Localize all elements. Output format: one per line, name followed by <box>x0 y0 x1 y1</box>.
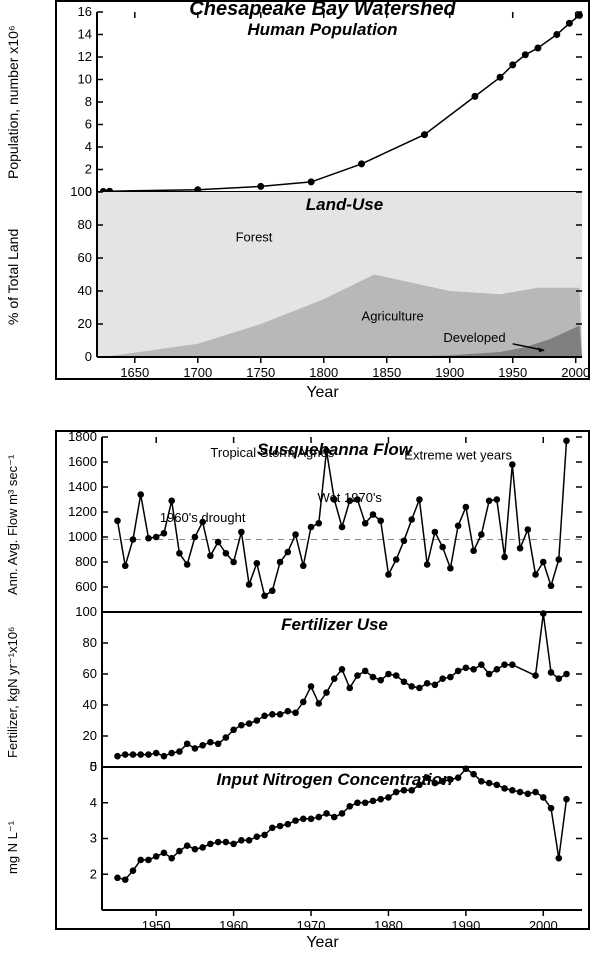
svg-text:Fertilizer Use: Fertilizer Use <box>281 615 388 634</box>
svg-text:2: 2 <box>90 866 97 881</box>
svg-text:Input Nitrogen Concentration: Input Nitrogen Concentration <box>216 770 452 789</box>
population-ylabel: Population, number x10⁶ <box>5 12 21 192</box>
svg-text:4: 4 <box>85 139 92 154</box>
svg-text:1960's drought: 1960's drought <box>160 510 246 525</box>
svg-text:600: 600 <box>75 579 97 594</box>
svg-text:1800: 1800 <box>309 365 338 380</box>
svg-text:1750: 1750 <box>246 365 275 380</box>
svg-text:1990: 1990 <box>451 918 480 932</box>
block1: Chesapeake Bay Watershed Human Populatio… <box>55 0 590 380</box>
flow-ylabel: Ann. Avg. Flow m³ sec⁻¹ <box>5 437 20 612</box>
svg-text:60: 60 <box>83 666 97 681</box>
svg-text:8: 8 <box>85 94 92 109</box>
block1-xlabel: Year <box>57 384 588 402</box>
svg-text:1700: 1700 <box>183 365 212 380</box>
svg-text:Extreme wet years: Extreme wet years <box>404 448 512 463</box>
svg-text:1900: 1900 <box>435 365 464 380</box>
svg-text:1600: 1600 <box>68 454 97 469</box>
svg-text:Land-Use: Land-Use <box>306 195 383 214</box>
svg-text:1850: 1850 <box>372 365 401 380</box>
fert-ylabel: Fertilizer, kgN yr⁻¹x10⁶ <box>5 617 20 767</box>
svg-text:Wet 1970's: Wet 1970's <box>318 490 383 505</box>
svg-text:Tropical Storm Agnes: Tropical Storm Agnes <box>210 445 334 460</box>
svg-text:1000: 1000 <box>68 529 97 544</box>
svg-text:2: 2 <box>85 162 92 177</box>
svg-text:20: 20 <box>83 728 97 743</box>
block2-svg: 60080010001200140016001800Susquehanna Fl… <box>57 432 592 932</box>
block2: Ann. Avg. Flow m³ sec⁻¹ Fertilizer, kgN … <box>55 430 590 930</box>
block1-svg: 0246810121416020406080100ForestAgricultu… <box>57 2 592 382</box>
svg-text:2000: 2000 <box>529 918 558 932</box>
svg-text:1980: 1980 <box>374 918 403 932</box>
svg-text:80: 80 <box>83 635 97 650</box>
nitrogen-ylabel: mg N L⁻¹ <box>5 782 20 912</box>
block2-xlabel: Year <box>57 934 588 952</box>
svg-text:1200: 1200 <box>68 504 97 519</box>
svg-text:10: 10 <box>78 72 92 87</box>
svg-text:1650: 1650 <box>120 365 149 380</box>
svg-text:12: 12 <box>78 49 92 64</box>
svg-text:40: 40 <box>83 697 97 712</box>
svg-text:Developed: Developed <box>443 330 505 345</box>
svg-text:1960: 1960 <box>219 918 248 932</box>
svg-text:1970: 1970 <box>297 918 326 932</box>
svg-text:2000: 2000 <box>561 365 590 380</box>
svg-text:60: 60 <box>78 250 92 265</box>
population-title: Human Population <box>57 20 588 40</box>
svg-text:1400: 1400 <box>68 479 97 494</box>
svg-text:6: 6 <box>85 117 92 132</box>
svg-text:1800: 1800 <box>68 432 97 444</box>
figure-title: Chesapeake Bay Watershed <box>57 0 588 21</box>
svg-text:800: 800 <box>75 554 97 569</box>
svg-text:1950: 1950 <box>498 365 527 380</box>
svg-text:Agriculture: Agriculture <box>362 309 424 324</box>
svg-text:40: 40 <box>78 283 92 298</box>
svg-text:Forest: Forest <box>236 230 273 245</box>
svg-text:4: 4 <box>90 795 97 810</box>
svg-text:100: 100 <box>75 604 97 619</box>
svg-text:3: 3 <box>90 831 97 846</box>
svg-text:100: 100 <box>70 184 92 199</box>
svg-text:1950: 1950 <box>142 918 171 932</box>
svg-text:80: 80 <box>78 217 92 232</box>
landuse-ylabel: % of Total Land <box>5 202 21 352</box>
svg-text:20: 20 <box>78 316 92 331</box>
svg-text:5: 5 <box>90 759 97 774</box>
svg-text:0: 0 <box>85 349 92 364</box>
